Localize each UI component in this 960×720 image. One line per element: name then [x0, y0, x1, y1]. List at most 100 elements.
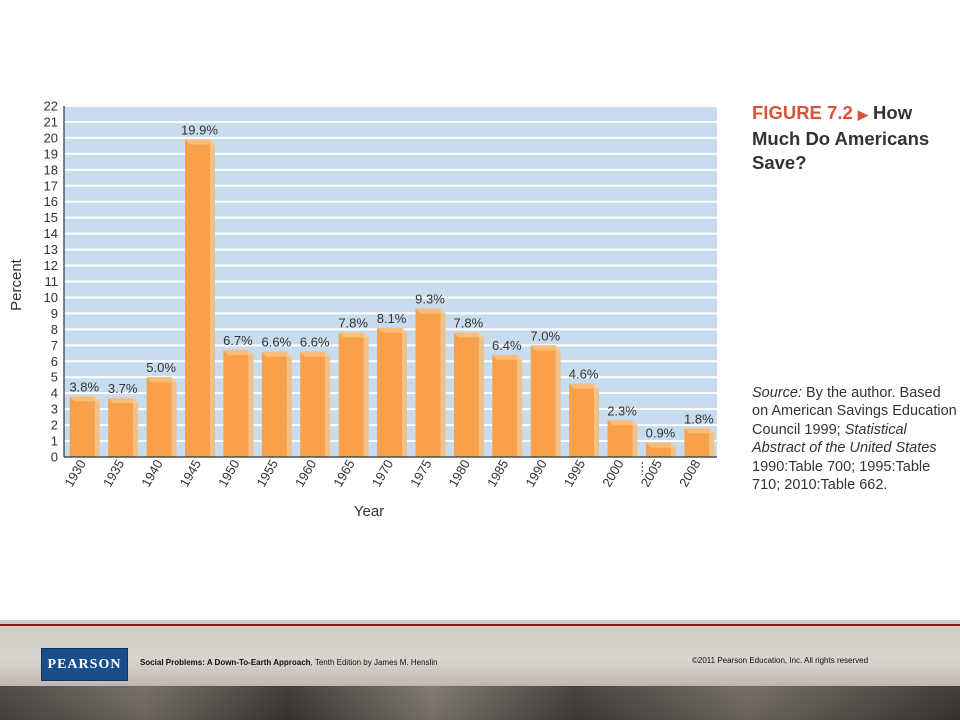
bar-side [402, 327, 408, 457]
bar-side [632, 420, 638, 457]
source-publication: Statistical Abstract of the United State… [752, 421, 937, 457]
bar [453, 332, 479, 457]
bar [338, 332, 364, 457]
data-label: 7.0% [530, 328, 560, 343]
y-tick-label: 6 [51, 354, 58, 369]
y-tick-label: 2 [51, 418, 58, 433]
x-tick-label: 1935 [100, 457, 127, 490]
bar [569, 383, 595, 457]
bar-top [453, 332, 484, 338]
y-tick-label: 19 [44, 146, 58, 161]
x-tick-label: 1940 [138, 457, 165, 490]
data-label: 6.7% [223, 333, 253, 348]
data-label: 3.7% [108, 381, 138, 396]
x-axis-label: Year [354, 503, 384, 520]
bar [146, 377, 172, 457]
y-tick-label: 20 [44, 130, 58, 145]
bar-top [492, 354, 523, 360]
source-text-1: By the author. Based on American Savings… [752, 385, 957, 438]
x-tick-label: 2008 [676, 457, 703, 490]
footer-texture [0, 686, 960, 720]
bar [108, 397, 134, 457]
bar-side [594, 383, 600, 457]
x-tick-label: 2005 [638, 457, 665, 490]
x-tick-label: 1985 [484, 457, 511, 490]
bar-top [377, 327, 408, 333]
bar-side [478, 332, 484, 457]
bar-side [363, 332, 369, 457]
copyright-notice: ©2011 Pearson Education, Inc. All rights… [692, 656, 869, 665]
data-label: 0.9% [646, 426, 676, 441]
x-tick-label: 1930 [61, 457, 88, 490]
y-tick-label: 0 [51, 450, 58, 465]
x-axis-ticks: 1930 1935 1940 1945 1950 1955 1960 1965 1970 1975… [61, 457, 703, 490]
x-tick-label: 1945 [177, 457, 204, 490]
bar [223, 350, 249, 457]
pearson-logo: PEARSON [41, 648, 128, 681]
savings-bar-chart: 3.8% 3.7% 5.0% 19.9% 6.7% 6.6% 6.6% 7.8% 8.1% 9.3… [8, 99, 717, 520]
bar-top [223, 350, 254, 356]
y-tick-label: 22 [44, 99, 58, 114]
figure-label: FIGURE 7.2 [752, 102, 853, 123]
figure-title: How Much Do Americans Save? [752, 102, 930, 173]
bar [377, 327, 403, 457]
x-tick-label: 1950 [215, 457, 242, 490]
data-label: 2.3% [607, 403, 637, 418]
book-credit: Social Problems: A Down-To-Earth Approac… [140, 658, 438, 667]
y-tick-label: 12 [44, 258, 58, 273]
bar-side [248, 350, 254, 457]
bar-top [184, 139, 215, 145]
bar-top [338, 332, 369, 338]
bar [415, 308, 441, 457]
bar-top [146, 377, 177, 383]
data-label: 8.1% [377, 311, 407, 326]
y-tick-label: 21 [44, 114, 58, 129]
bar-side [286, 351, 292, 457]
y-tick-label: 13 [44, 242, 58, 257]
x-tick-label: 1960 [292, 457, 319, 490]
data-label: 6.6% [300, 335, 330, 350]
book-title: Social Problems: A Down-To-Earth Approac… [140, 658, 311, 667]
data-label: 6.6% [262, 335, 292, 350]
data-label: 6.4% [492, 338, 522, 353]
data-label: 7.8% [338, 316, 368, 331]
source-label: Source: [752, 385, 802, 401]
y-tick-label: 4 [51, 386, 58, 401]
bar-side [133, 397, 139, 457]
bar [261, 351, 287, 457]
bar-top [415, 308, 446, 314]
bar-top [684, 428, 715, 434]
y-tick-label: 18 [44, 162, 58, 177]
y-tick-label: 8 [51, 322, 58, 337]
bar [69, 396, 95, 457]
bar-top [300, 351, 331, 357]
x-tick-label: 1995 [561, 457, 588, 490]
data-label: 4.6% [569, 367, 599, 382]
y-tick-label: 14 [44, 226, 58, 241]
x-tick-label: 1965 [330, 457, 357, 490]
bars: 3.8% 3.7% 5.0% 19.9% 6.7% 6.6% 6.6% 7.8% 8.1% 9.3… [69, 123, 715, 457]
data-label: 7.8% [454, 316, 484, 331]
y-tick-label: 7 [51, 338, 58, 353]
bar-side [440, 308, 446, 457]
bar-side [555, 345, 561, 457]
bar-side [209, 139, 215, 457]
x-tick-label: 1955 [253, 457, 280, 490]
bar-side [709, 428, 715, 457]
bar-top [261, 351, 292, 357]
data-label: 5.0% [146, 360, 176, 375]
y-tick-label: 17 [44, 178, 58, 193]
bar [607, 420, 633, 457]
bar [300, 351, 326, 457]
bar-side [517, 354, 523, 457]
bar [530, 345, 556, 457]
y-tick-label: 11 [45, 274, 59, 289]
y-tick-label: 15 [44, 210, 58, 225]
data-label: 3.8% [69, 379, 99, 394]
x-tick-label: 1980 [446, 457, 473, 490]
bar-top [569, 383, 600, 389]
y-tick-label: 16 [44, 194, 58, 209]
footer-bar: PEARSON Social Problems: A Down-To-Earth… [0, 620, 960, 720]
y-axis-label: Percent [8, 258, 25, 311]
